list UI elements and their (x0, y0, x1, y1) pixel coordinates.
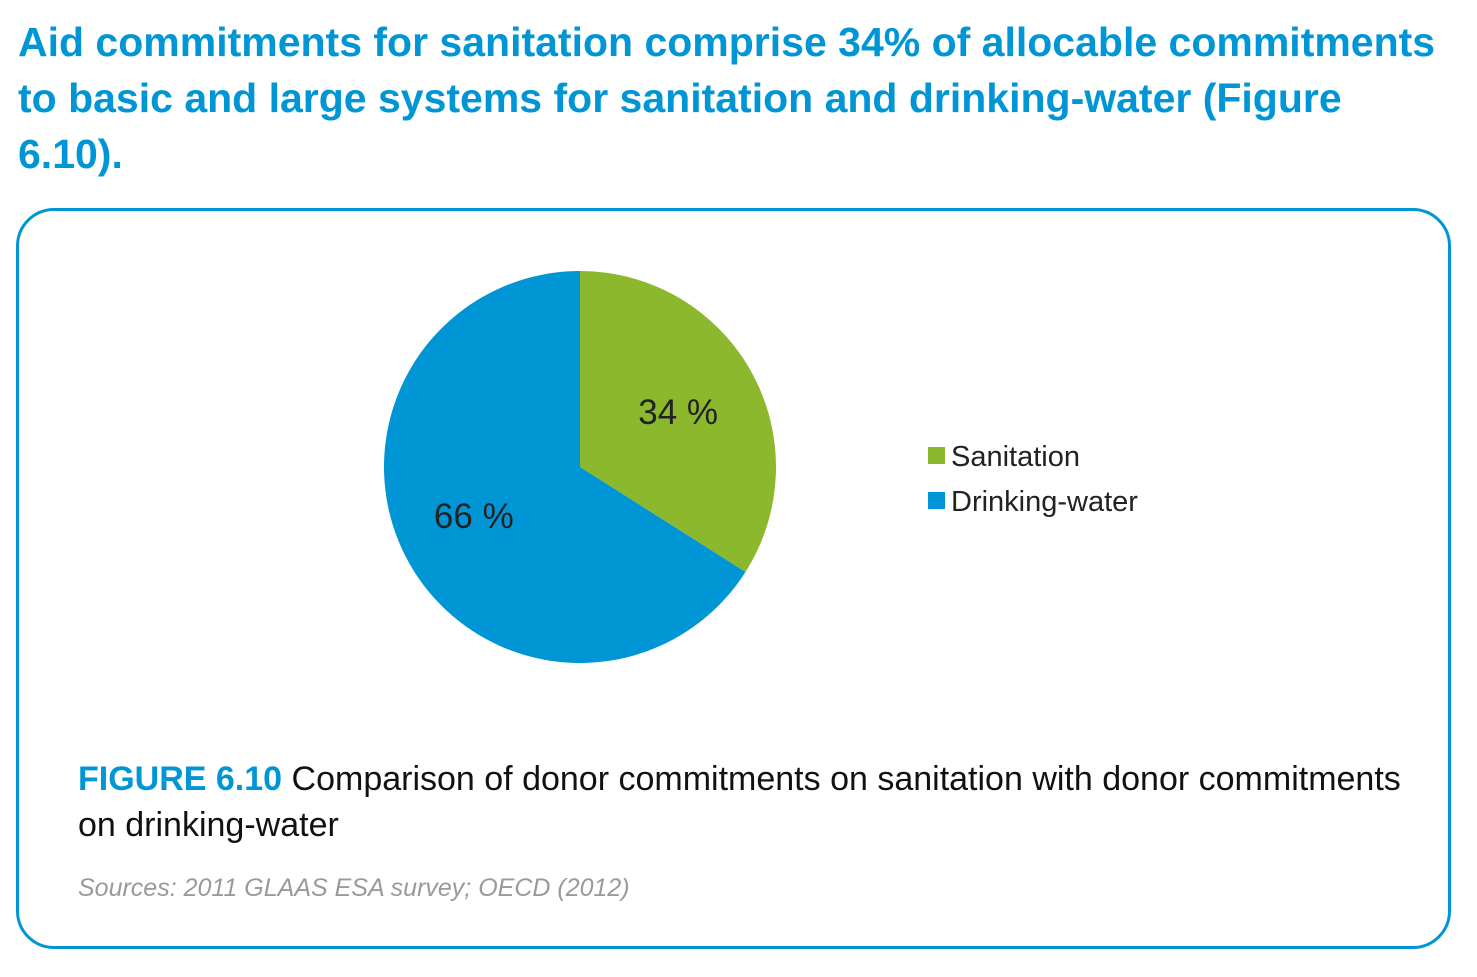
figure-box (16, 208, 1451, 949)
legend-entry-label: Drinking-water (951, 486, 1138, 518)
pie-slice-labels: 34 % 66 % (434, 393, 718, 536)
legend-swatch (928, 492, 945, 509)
figure-caption: FIGURE 6.10 Comparison of donor commitme… (78, 756, 1408, 848)
pie-slice-label: 34 % (638, 393, 718, 432)
sources-note: Sources: 2011 GLAAS ESA survey; OECD (20… (78, 874, 630, 902)
legend-swatch (928, 447, 945, 464)
chart-legend: Sanitation Drinking-water (928, 441, 1138, 518)
legend-entry-label: Sanitation (951, 441, 1080, 473)
pie-slice-drinking-water (383, 271, 746, 663)
pie-slices (383, 271, 776, 663)
pie-slice-sanitation (580, 271, 776, 573)
pie-slice-label: 66 % (434, 497, 514, 536)
figure-number: FIGURE 6.10 (78, 760, 283, 798)
figure-caption-text: Comparison of donor commitments on sanit… (78, 760, 1401, 844)
headline: Aid commitments for sanitation comprise … (18, 19, 1436, 177)
